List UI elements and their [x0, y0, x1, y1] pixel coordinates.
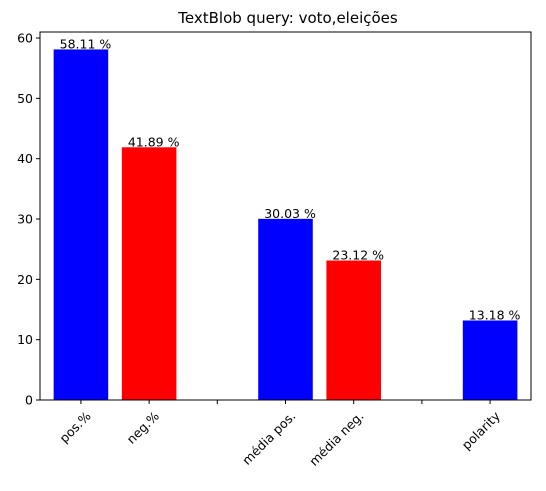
x-tick-label: polarity — [459, 408, 504, 453]
y-tick-label: 60 — [17, 31, 33, 46]
x-tick-label: neg.% — [124, 408, 163, 447]
bar-value-label: 13.18 % — [469, 307, 521, 322]
bar-value-label: 58.11 % — [60, 36, 112, 51]
bar — [462, 320, 518, 400]
chart-title: TextBlob query: voto,eleições — [177, 9, 398, 27]
y-tick-label: 10 — [17, 332, 33, 347]
y-tick-label: 40 — [17, 151, 33, 166]
bar-value-label: 41.89 % — [128, 134, 180, 149]
bar-value-label: 30.03 % — [264, 206, 316, 221]
x-tick-label: média pos. — [239, 408, 298, 467]
x-tick-label: pos.% — [56, 408, 94, 446]
bar — [326, 260, 381, 400]
y-tick-label: 50 — [17, 91, 33, 106]
plot-area: 58.11 % 41.89 % 30.03 % 23.12 % 13.18 % 0 10 20… — [17, 31, 532, 469]
bar — [258, 218, 313, 400]
bar-value-label: 23.12 % — [332, 248, 384, 263]
bar — [53, 49, 109, 401]
bar — [121, 147, 177, 400]
y-tick-label: 30 — [17, 212, 33, 227]
y-tick-label: 0 — [25, 393, 33, 408]
y-tick-label: 20 — [17, 272, 33, 287]
x-tick-label: média neg. — [306, 408, 366, 468]
